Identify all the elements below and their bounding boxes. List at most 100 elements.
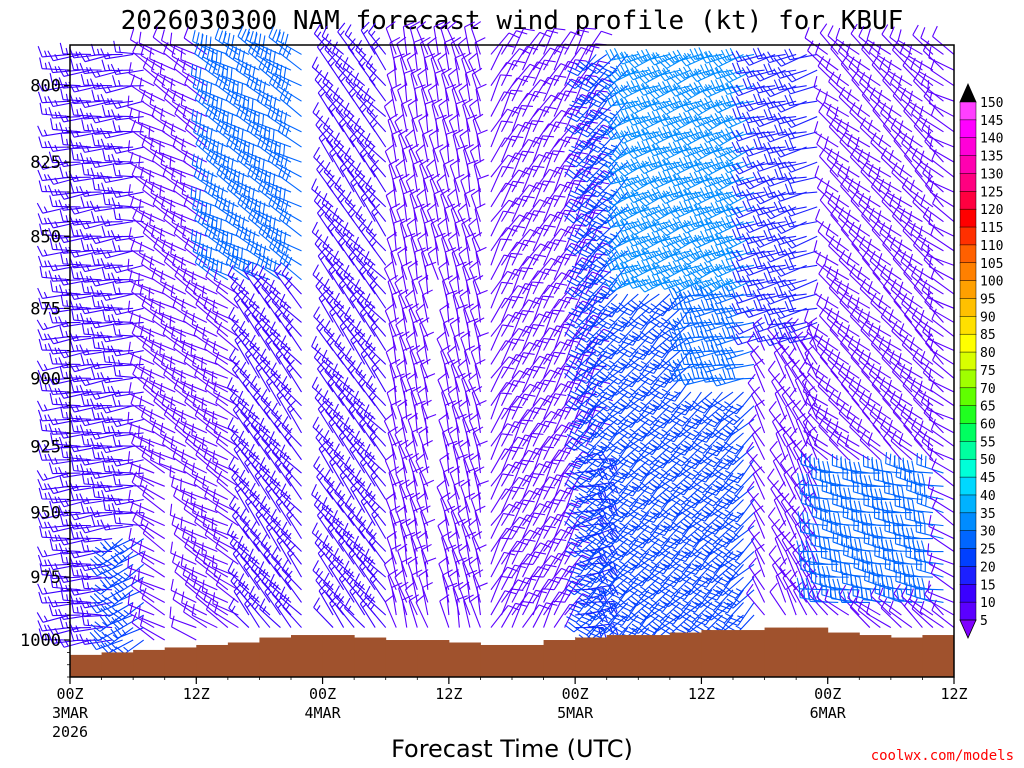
- barb-feather: [37, 125, 43, 137]
- barb-feather: [59, 513, 64, 526]
- barb-feather: [36, 319, 44, 330]
- barb-feather: [128, 527, 132, 540]
- barb-half-feather: [107, 273, 111, 280]
- barb-half-feather: [55, 357, 58, 365]
- barb-feather: [241, 128, 244, 140]
- barb-feather: [58, 111, 65, 123]
- barb-staff: [52, 563, 81, 571]
- barb-feather: [38, 628, 43, 640]
- barb-half-feather: [75, 493, 79, 501]
- barb-feather: [39, 525, 43, 538]
- barb-staff: [42, 589, 71, 595]
- barb-half-feather: [315, 424, 320, 431]
- barb-half-feather: [65, 47, 69, 55]
- barb-staff: [74, 512, 102, 521]
- barb-feather: [78, 560, 86, 571]
- barb-feather: [139, 166, 144, 179]
- barb-feather: [59, 366, 64, 378]
- barb-feather: [59, 325, 64, 338]
- barb-half-feather: [267, 487, 273, 494]
- barb-half-feather: [348, 541, 353, 548]
- barb-staff: [414, 251, 418, 280]
- barb-feather: [216, 96, 219, 108]
- barb-half-feather: [363, 196, 369, 202]
- barb-feather: [79, 62, 85, 74]
- barb-half-feather: [315, 567, 320, 574]
- barb-feather: [217, 153, 223, 165]
- barb-feather: [57, 637, 65, 648]
- barb-half-feather: [75, 218, 79, 225]
- barb-half-feather: [43, 404, 48, 411]
- barb-feather: [388, 466, 400, 473]
- barb-half-feather: [65, 556, 69, 564]
- barb-feather: [202, 326, 206, 339]
- barb-feather: [197, 211, 203, 223]
- barb-half-feather: [342, 167, 348, 173]
- barb-staff: [53, 525, 81, 533]
- barb-feather: [57, 496, 65, 508]
- barb-feather: [181, 591, 185, 603]
- barb-half-feather: [44, 302, 48, 309]
- barb-half-feather: [257, 474, 263, 480]
- barb-feather: [365, 220, 373, 232]
- barb-half-feather: [370, 313, 375, 319]
- barb-half-feather: [75, 130, 80, 137]
- barb-half-feather: [277, 461, 283, 468]
- barb-half-feather: [122, 544, 129, 550]
- barb-feather: [344, 456, 351, 468]
- barb-feather: [57, 232, 65, 243]
- barb-feather: [282, 44, 288, 56]
- barb-feather: [229, 136, 236, 148]
- barb-half-feather: [65, 519, 69, 526]
- barb-feather: [342, 57, 349, 68]
- wind-barb: [57, 232, 92, 244]
- barb-half-feather: [54, 232, 58, 239]
- barb-staff: [74, 363, 102, 373]
- barb-half-feather: [75, 250, 80, 257]
- barb-half-feather: [369, 423, 374, 430]
- wind-barb: [101, 225, 134, 238]
- barb-feather: [363, 87, 370, 99]
- barb-half-feather: [314, 343, 319, 350]
- wind-barb: [332, 250, 355, 281]
- barb-half-feather: [54, 600, 58, 607]
- wind-barb: [214, 351, 239, 379]
- barb-half-feather: [316, 154, 321, 161]
- barb-half-feather: [54, 111, 58, 118]
- barb-feather: [268, 49, 272, 61]
- barb-feather: [281, 559, 289, 570]
- wind-barb: [332, 547, 355, 578]
- chart-title: 2026030300 NAM forecast wind profile (kt…: [121, 6, 904, 36]
- barb-half-feather: [101, 594, 107, 600]
- barb-half-feather: [64, 612, 69, 619]
- barb-half-feather: [54, 316, 58, 324]
- barb-half-feather: [64, 640, 69, 647]
- wind-barb: [311, 376, 334, 407]
- barb-feather: [47, 559, 54, 570]
- barb-half-feather: [255, 540, 261, 546]
- barb-feather: [79, 424, 85, 436]
- barb-feather: [59, 616, 64, 629]
- barb-half-feather: [257, 367, 264, 373]
- wind-barb: [37, 583, 71, 595]
- barb-feather: [70, 420, 75, 432]
- barb-half-feather: [371, 540, 377, 546]
- barb-half-feather: [96, 48, 100, 56]
- barb-half-feather: [246, 311, 252, 317]
- barb-feather: [69, 629, 75, 641]
- barb-half-feather: [373, 367, 379, 373]
- barb-feather: [47, 174, 54, 185]
- wind-barb: [311, 56, 334, 87]
- wind-barb: [79, 185, 113, 197]
- barb-half-feather: [236, 448, 242, 454]
- barb-feather: [311, 56, 318, 68]
- barb-feather: [127, 300, 131, 313]
- barb-half-feather: [360, 61, 366, 68]
- barb-feather: [228, 597, 235, 609]
- barb-feather: [102, 309, 106, 322]
- barb-half-feather: [316, 198, 322, 205]
- barb-half-feather: [370, 354, 376, 361]
- barb-staff: [63, 116, 92, 123]
- barb-feather: [58, 316, 64, 328]
- barb-half-feather: [233, 284, 238, 291]
